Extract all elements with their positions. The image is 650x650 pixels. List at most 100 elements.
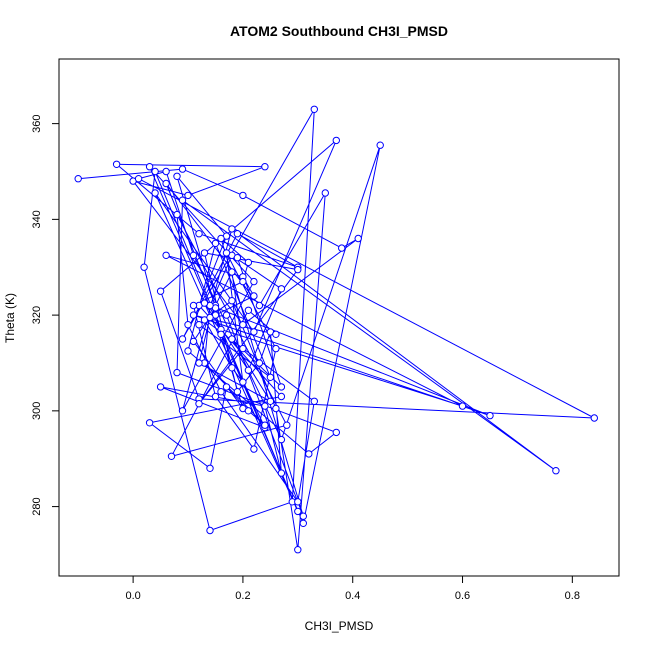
data-point bbox=[189, 301, 198, 310]
data-point bbox=[222, 311, 231, 319]
y-tick-label: 360 bbox=[31, 114, 43, 132]
data-point bbox=[338, 244, 346, 252]
data-point bbox=[376, 141, 384, 149]
data-point bbox=[250, 292, 258, 300]
data-point bbox=[255, 359, 264, 367]
data-point bbox=[211, 239, 220, 248]
x-axis: 0.0 0.2 0.4 0.6 0.8 bbox=[125, 575, 580, 602]
x-tick-label: 0.6 bbox=[455, 590, 470, 602]
data-point bbox=[272, 344, 280, 353]
data-point bbox=[294, 546, 302, 554]
data-point bbox=[228, 268, 236, 276]
x-axis-label: CH3I_PMSD bbox=[305, 619, 374, 633]
data-point bbox=[228, 364, 236, 372]
data-point bbox=[211, 392, 220, 401]
data-point bbox=[189, 251, 198, 260]
x-tick-label: 0.2 bbox=[235, 590, 250, 602]
data-point bbox=[277, 285, 286, 293]
chart-title: ATOM2 Southbound CH3I_PMSD bbox=[230, 23, 448, 39]
data-point bbox=[112, 160, 121, 169]
data-point bbox=[217, 330, 225, 338]
y-tick-label: 320 bbox=[31, 306, 43, 324]
data-point bbox=[173, 172, 181, 181]
data-point bbox=[206, 526, 214, 535]
data-point bbox=[590, 414, 598, 422]
data-point bbox=[228, 225, 236, 233]
y-tick-label: 280 bbox=[31, 497, 43, 515]
data-point bbox=[195, 321, 203, 329]
data-point bbox=[261, 163, 269, 171]
data-point bbox=[151, 167, 159, 176]
data-point bbox=[162, 167, 170, 176]
data-point bbox=[294, 265, 302, 274]
data-point bbox=[250, 277, 258, 286]
data-point bbox=[200, 249, 209, 257]
data-point bbox=[321, 189, 329, 197]
data-point bbox=[250, 445, 258, 453]
data-point bbox=[272, 330, 280, 338]
data-point bbox=[552, 467, 560, 475]
data-point bbox=[261, 421, 269, 429]
data-point bbox=[217, 234, 225, 243]
data-point bbox=[277, 469, 286, 477]
data-point bbox=[244, 407, 253, 415]
data-point bbox=[206, 313, 214, 322]
data-point bbox=[134, 175, 143, 183]
data-point bbox=[283, 421, 291, 429]
y-axis-label: Theta (K) bbox=[3, 293, 17, 343]
x-tick-label: 0.4 bbox=[345, 590, 360, 602]
x-tick-label: 0.8 bbox=[565, 590, 580, 602]
data-point bbox=[167, 452, 176, 460]
data-point bbox=[239, 191, 247, 200]
data-point bbox=[486, 411, 494, 420]
data-point bbox=[272, 404, 280, 413]
y-tick-label: 300 bbox=[31, 402, 43, 420]
data-point bbox=[244, 258, 253, 267]
data-point bbox=[162, 179, 170, 188]
data-point bbox=[74, 175, 82, 183]
series-layer bbox=[74, 105, 598, 554]
data-point bbox=[162, 251, 170, 260]
data-point bbox=[244, 366, 253, 374]
data-point bbox=[299, 519, 307, 527]
data-point bbox=[151, 189, 159, 197]
data-point bbox=[189, 337, 198, 346]
data-point bbox=[184, 191, 192, 200]
data-point bbox=[277, 383, 286, 391]
data-point bbox=[156, 287, 165, 295]
data-point bbox=[178, 196, 187, 204]
data-point bbox=[233, 254, 242, 262]
y-tick-label: 340 bbox=[31, 210, 43, 228]
data-point bbox=[200, 299, 209, 307]
data-point bbox=[195, 230, 203, 238]
data-point bbox=[239, 321, 247, 329]
data-point bbox=[250, 328, 258, 336]
data-point bbox=[228, 335, 236, 343]
data-point bbox=[239, 344, 247, 353]
data-point bbox=[277, 392, 286, 401]
data-point bbox=[173, 368, 181, 377]
data-point bbox=[206, 464, 214, 472]
data-point bbox=[299, 512, 307, 520]
data-point bbox=[195, 359, 203, 367]
data-point bbox=[189, 311, 198, 319]
data-point bbox=[156, 383, 165, 391]
data-point bbox=[222, 249, 231, 257]
series-line bbox=[78, 109, 595, 550]
data-point bbox=[294, 507, 302, 516]
data-point bbox=[145, 419, 154, 427]
data-point bbox=[195, 400, 203, 408]
data-point bbox=[255, 301, 264, 310]
data-point bbox=[261, 402, 269, 410]
data-point bbox=[310, 397, 318, 405]
data-point bbox=[222, 383, 231, 391]
y-axis: 280 300 320 340 360 bbox=[31, 114, 60, 516]
data-point bbox=[239, 277, 247, 286]
data-point bbox=[266, 373, 275, 381]
data-point bbox=[173, 210, 181, 219]
data-point bbox=[178, 165, 187, 173]
data-point bbox=[145, 163, 154, 171]
data-point bbox=[310, 105, 318, 114]
data-point bbox=[217, 388, 225, 396]
